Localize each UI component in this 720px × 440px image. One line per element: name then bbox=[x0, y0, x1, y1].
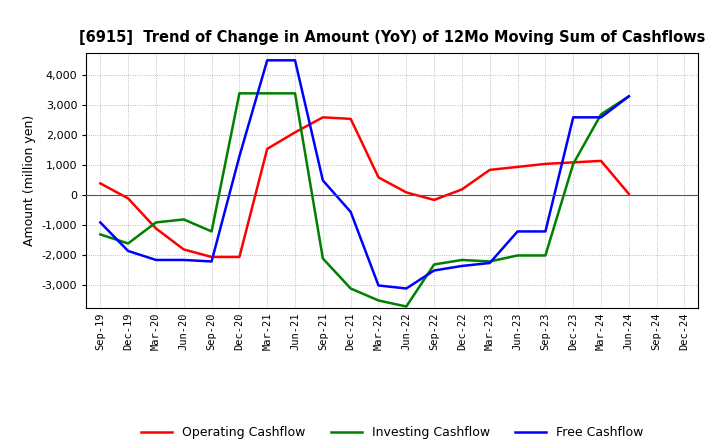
Free Cashflow bbox=[624, 94, 633, 99]
Free Cashflow bbox=[485, 260, 494, 266]
Operating Cashflow bbox=[263, 146, 271, 151]
Operating Cashflow bbox=[346, 116, 355, 121]
Free Cashflow bbox=[513, 229, 522, 234]
Operating Cashflow bbox=[124, 196, 132, 201]
Operating Cashflow bbox=[318, 115, 327, 120]
Operating Cashflow bbox=[513, 164, 522, 169]
Operating Cashflow bbox=[291, 130, 300, 135]
Investing Cashflow bbox=[179, 217, 188, 222]
Operating Cashflow bbox=[235, 254, 243, 260]
Legend: Operating Cashflow, Investing Cashflow, Free Cashflow: Operating Cashflow, Investing Cashflow, … bbox=[136, 422, 649, 440]
Free Cashflow bbox=[318, 178, 327, 183]
Investing Cashflow bbox=[597, 112, 606, 117]
Operating Cashflow bbox=[597, 158, 606, 164]
Free Cashflow bbox=[374, 283, 383, 288]
Free Cashflow bbox=[458, 263, 467, 268]
Line: Operating Cashflow: Operating Cashflow bbox=[100, 117, 629, 257]
Operating Cashflow bbox=[374, 175, 383, 180]
Investing Cashflow bbox=[124, 241, 132, 246]
Operating Cashflow bbox=[152, 226, 161, 231]
Free Cashflow bbox=[179, 257, 188, 263]
Investing Cashflow bbox=[152, 220, 161, 225]
Free Cashflow bbox=[96, 220, 104, 225]
Free Cashflow bbox=[402, 286, 410, 291]
Free Cashflow bbox=[541, 229, 550, 234]
Investing Cashflow bbox=[569, 161, 577, 166]
Investing Cashflow bbox=[374, 298, 383, 303]
Operating Cashflow bbox=[485, 167, 494, 172]
Operating Cashflow bbox=[541, 161, 550, 166]
Investing Cashflow bbox=[458, 257, 467, 263]
Investing Cashflow bbox=[541, 253, 550, 258]
Line: Investing Cashflow: Investing Cashflow bbox=[100, 93, 629, 307]
Investing Cashflow bbox=[235, 91, 243, 96]
Line: Free Cashflow: Free Cashflow bbox=[100, 60, 629, 289]
Free Cashflow bbox=[569, 115, 577, 120]
Operating Cashflow bbox=[569, 160, 577, 165]
Free Cashflow bbox=[291, 58, 300, 63]
Free Cashflow bbox=[346, 209, 355, 215]
Investing Cashflow bbox=[513, 253, 522, 258]
Operating Cashflow bbox=[624, 191, 633, 197]
Y-axis label: Amount (million yen): Amount (million yen) bbox=[23, 115, 36, 246]
Free Cashflow bbox=[124, 248, 132, 253]
Free Cashflow bbox=[263, 58, 271, 63]
Investing Cashflow bbox=[207, 229, 216, 234]
Title: [6915]  Trend of Change in Amount (YoY) of 12Mo Moving Sum of Cashflows: [6915] Trend of Change in Amount (YoY) o… bbox=[79, 29, 706, 45]
Free Cashflow bbox=[597, 115, 606, 120]
Investing Cashflow bbox=[430, 262, 438, 267]
Free Cashflow bbox=[430, 268, 438, 273]
Operating Cashflow bbox=[402, 190, 410, 195]
Investing Cashflow bbox=[263, 91, 271, 96]
Investing Cashflow bbox=[402, 304, 410, 309]
Operating Cashflow bbox=[179, 247, 188, 252]
Free Cashflow bbox=[207, 259, 216, 264]
Operating Cashflow bbox=[430, 197, 438, 202]
Investing Cashflow bbox=[96, 232, 104, 237]
Operating Cashflow bbox=[96, 181, 104, 186]
Free Cashflow bbox=[152, 257, 161, 263]
Free Cashflow bbox=[235, 154, 243, 159]
Investing Cashflow bbox=[346, 286, 355, 291]
Investing Cashflow bbox=[624, 94, 633, 99]
Investing Cashflow bbox=[318, 256, 327, 261]
Operating Cashflow bbox=[207, 254, 216, 260]
Operating Cashflow bbox=[458, 187, 467, 192]
Investing Cashflow bbox=[291, 91, 300, 96]
Investing Cashflow bbox=[485, 259, 494, 264]
